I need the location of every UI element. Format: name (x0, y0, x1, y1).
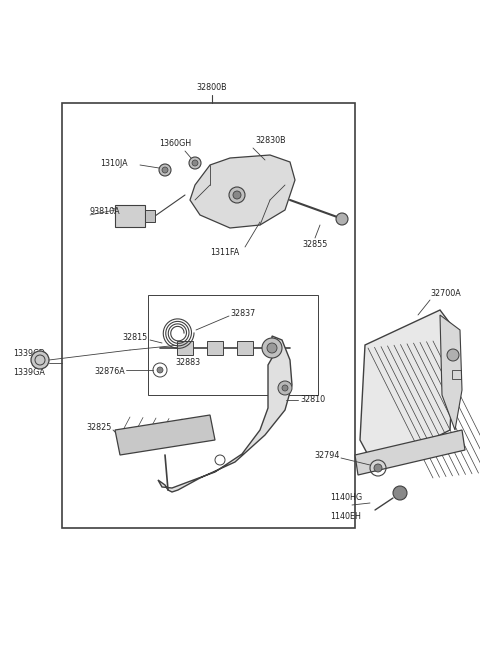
Circle shape (189, 157, 201, 169)
Bar (177, 341, 193, 355)
Circle shape (267, 343, 277, 353)
Text: 93810A: 93810A (90, 207, 120, 216)
Text: 32700A: 32700A (430, 289, 461, 298)
Circle shape (282, 385, 288, 391)
Bar (62, 103, 355, 528)
Circle shape (31, 351, 49, 369)
Circle shape (393, 486, 407, 500)
Text: 1339GA: 1339GA (13, 368, 45, 377)
Polygon shape (355, 430, 465, 475)
Text: 32855: 32855 (302, 240, 328, 249)
Text: 1140EH: 1140EH (330, 512, 361, 521)
Circle shape (157, 367, 163, 373)
Bar (452, 370, 461, 379)
Polygon shape (115, 415, 215, 455)
Polygon shape (158, 336, 292, 492)
Text: 1310JA: 1310JA (100, 159, 128, 168)
Bar (148, 295, 318, 395)
Circle shape (336, 213, 348, 225)
Text: 32883: 32883 (175, 358, 200, 367)
Text: 1140HG: 1140HG (330, 493, 362, 502)
Circle shape (162, 167, 168, 173)
Bar (207, 341, 223, 355)
Bar (115, 205, 145, 227)
Text: 32815: 32815 (123, 333, 148, 343)
Bar (237, 341, 253, 355)
Circle shape (278, 381, 292, 395)
Circle shape (374, 464, 382, 472)
Text: 32876A: 32876A (94, 367, 125, 377)
Text: 32810: 32810 (300, 396, 325, 405)
Polygon shape (190, 155, 295, 228)
Circle shape (159, 164, 171, 176)
Polygon shape (440, 315, 462, 430)
Text: 32825: 32825 (86, 424, 112, 432)
Text: 32794: 32794 (314, 451, 340, 460)
Circle shape (192, 160, 198, 166)
Text: 1339CD: 1339CD (13, 349, 45, 358)
Circle shape (447, 349, 459, 361)
Circle shape (229, 187, 245, 203)
Bar (145, 210, 155, 222)
Circle shape (262, 338, 282, 358)
Circle shape (233, 191, 241, 199)
Polygon shape (360, 310, 455, 468)
Text: 32830B: 32830B (255, 136, 286, 145)
Text: 32800B: 32800B (197, 83, 228, 92)
Text: 1360GH: 1360GH (159, 139, 191, 148)
Text: 1311FA: 1311FA (210, 248, 240, 257)
Text: 32837: 32837 (230, 309, 255, 318)
